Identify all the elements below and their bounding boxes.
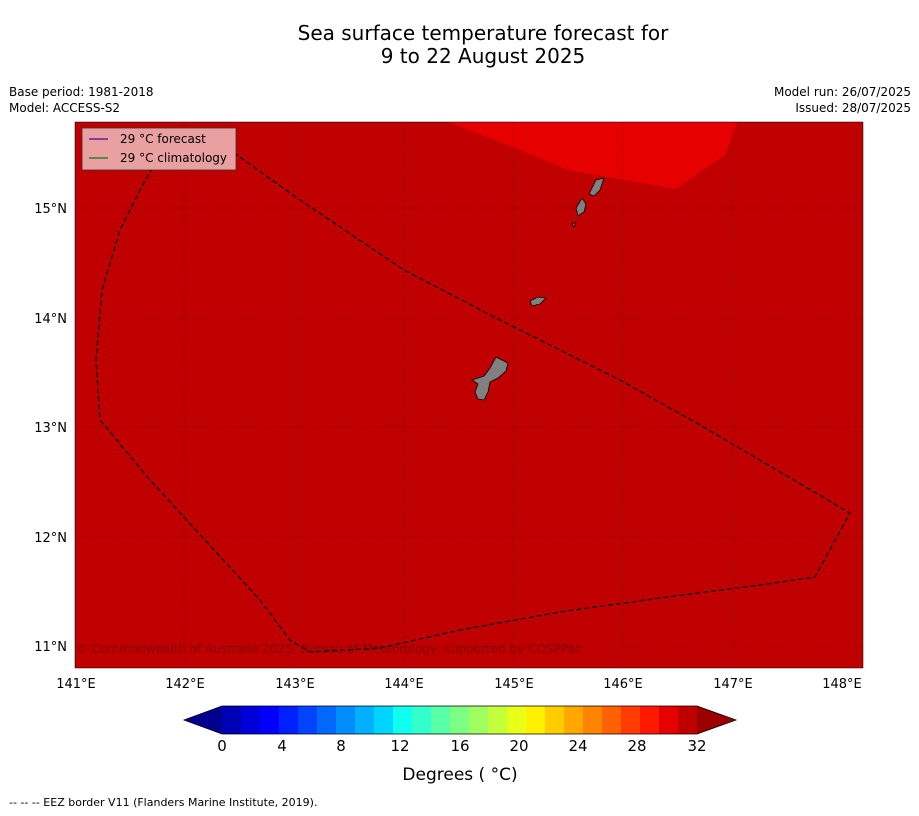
title-line-2: 9 to 22 August 2025	[380, 44, 586, 68]
longitude-labels: 141°E 142°E 143°E 144°E 145°E 146°E 147°…	[56, 677, 862, 692]
colorbar-extend-low	[184, 706, 222, 734]
lat-label: 14°N	[34, 312, 67, 327]
legend-climatology-label: 29 °C climatology	[120, 151, 227, 165]
graticule	[75, 122, 863, 668]
colorbar-extend-high	[697, 706, 736, 734]
lat-label: 13°N	[34, 421, 67, 436]
lon-label: 144°E	[384, 677, 424, 692]
tinian-island	[575, 197, 587, 217]
chart-title: Sea surface temperature forecast for 9 t…	[0, 22, 919, 68]
meta-right: Model run: 26/07/2025 Issued: 28/07/2025	[774, 84, 911, 116]
colorbar-segment	[336, 706, 356, 734]
lon-label: 146°E	[603, 677, 643, 692]
map-area	[75, 122, 863, 668]
map-legend: 29 °C forecast 29 °C climatology	[81, 127, 237, 171]
colorbar-tick: 16	[450, 737, 469, 755]
lon-label: 145°E	[494, 677, 534, 692]
eez-source-note: -- -- -- EEZ border V11 (Flanders Marine…	[9, 796, 318, 809]
lon-label: 143°E	[275, 677, 315, 692]
saipan-island	[588, 177, 605, 197]
lat-label: 11°N	[34, 640, 67, 655]
lon-label: 142°E	[165, 677, 205, 692]
legend-forecast-label: 29 °C forecast	[120, 132, 206, 146]
colorbar-segment	[469, 706, 489, 734]
lon-label: 141°E	[56, 677, 96, 692]
colorbar-segment	[355, 706, 375, 734]
colorbar-segment	[393, 706, 413, 734]
colorbar-segment	[431, 706, 451, 734]
colorbar-segment	[279, 706, 299, 734]
colorbar-ticks: 0 4 8 12 16 20 24 28 32	[217, 737, 706, 755]
lon-label: 147°E	[713, 677, 753, 692]
lat-label: 12°N	[34, 531, 67, 546]
base-period: Base period: 1981-2018	[9, 85, 154, 99]
colorbar-tick: 24	[568, 737, 587, 755]
colorbar-segment	[602, 706, 622, 734]
rota-island	[529, 296, 547, 307]
colorbar-tick: 8	[336, 737, 346, 755]
colorbar-segment	[583, 706, 603, 734]
colorbar-segment	[374, 706, 394, 734]
colorbar-segment	[222, 706, 242, 734]
colorbar-tick: 32	[687, 737, 706, 755]
colorbar-tick: 20	[509, 737, 528, 755]
colorbar-segment	[659, 706, 679, 734]
colorbar-label: Degrees ( °C)	[402, 765, 517, 785]
warm-sst-region	[448, 122, 737, 189]
copyright-text: © Commonwealth of Australia 2025, Bureau…	[76, 642, 581, 656]
islands	[471, 177, 605, 401]
colorbar-segment	[241, 706, 261, 734]
colorbar-segment	[526, 706, 546, 734]
guam-island	[471, 356, 509, 401]
colorbar-segment	[545, 706, 565, 734]
colorbar-tick: 0	[217, 737, 227, 755]
colorbar-segment	[317, 706, 337, 734]
eez-border	[95, 142, 851, 653]
aguijan-island	[571, 221, 577, 228]
colorbar-segment	[507, 706, 527, 734]
colorbar-tick: 4	[277, 737, 287, 755]
colorbar-tick: 12	[390, 737, 409, 755]
lon-label: 148°E	[822, 677, 862, 692]
colorbar-segment	[450, 706, 470, 734]
meta-left: Base period: 1981-2018 Model: ACCESS-S2	[9, 84, 154, 116]
colorbar-segment	[564, 706, 584, 734]
colorbar-segment	[621, 706, 641, 734]
issued-date: Issued: 28/07/2025	[795, 101, 911, 115]
title-line-1: Sea surface temperature forecast for	[297, 21, 669, 45]
legend-box	[81, 127, 237, 171]
map-figure: 29 °C forecast 29 °C climatology © Commo…	[34, 121, 864, 785]
colorbar-segment	[298, 706, 318, 734]
colorbar-segment	[488, 706, 508, 734]
colorbar-tick: 28	[627, 737, 646, 755]
colorbar-segment	[412, 706, 432, 734]
map-frame	[74, 121, 864, 669]
colorbar-segment	[678, 706, 698, 734]
lat-label: 15°N	[34, 202, 67, 217]
latitude-labels: 15°N 14°N 13°N 12°N 11°N	[34, 202, 67, 655]
colorbar-outline	[182, 705, 738, 735]
model-run: Model run: 26/07/2025	[773, 85, 911, 99]
colorbar-segment	[260, 706, 280, 734]
model-name: Model: ACCESS-S2	[9, 101, 121, 115]
colorbar-segment	[640, 706, 660, 734]
colorbar	[182, 705, 738, 735]
